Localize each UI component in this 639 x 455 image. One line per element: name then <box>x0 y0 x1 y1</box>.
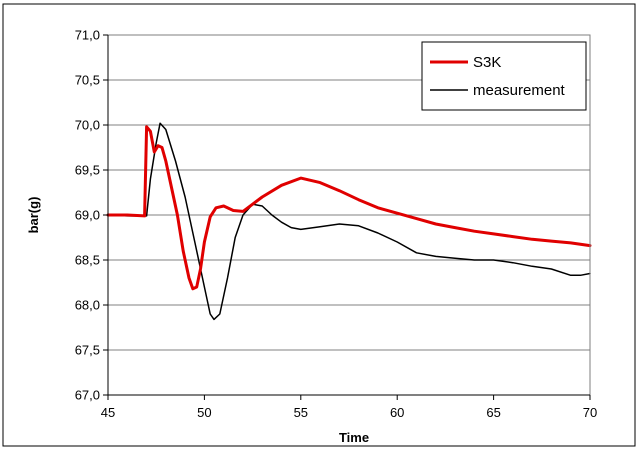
y-tick-label: 70,5 <box>75 73 100 88</box>
x-tick-label: 70 <box>583 405 597 420</box>
y-tick-label: 68,5 <box>75 253 100 268</box>
legend-box <box>421 41 587 111</box>
y-tick-label: 68,0 <box>75 298 100 313</box>
axes-group: 67,0 67,5 68,0 68,5 69,0 69,5 70,0 70,5 71,0 45 50… <box>75 28 598 421</box>
x-axis-title: Time <box>339 430 369 445</box>
y-tick-label: 69,5 <box>75 163 100 178</box>
series-line-s3k <box>106 125 592 291</box>
x-tick-label: 60 <box>390 405 404 420</box>
legend-label-measurement: measurement <box>473 82 566 99</box>
y-axis-title: bar(g) <box>26 197 41 234</box>
legend: S3K measurement <box>421 41 587 111</box>
y-tick-label: 69,0 <box>75 208 100 223</box>
legend-label-s3k: S3K <box>473 54 501 71</box>
y-tick-label: 70,0 <box>75 118 100 133</box>
series-line-measurement <box>107 122 591 321</box>
x-tick-label: 50 <box>197 405 211 420</box>
y-tick-label: 67,5 <box>75 343 100 358</box>
series-group <box>106 122 592 321</box>
y-tick-label: 67,0 <box>75 388 100 403</box>
x-tick-label: 55 <box>294 405 308 420</box>
x-tick-label: 65 <box>486 405 500 420</box>
x-tick-label: 45 <box>101 405 115 420</box>
y-tick-label: 71,0 <box>75 28 100 43</box>
